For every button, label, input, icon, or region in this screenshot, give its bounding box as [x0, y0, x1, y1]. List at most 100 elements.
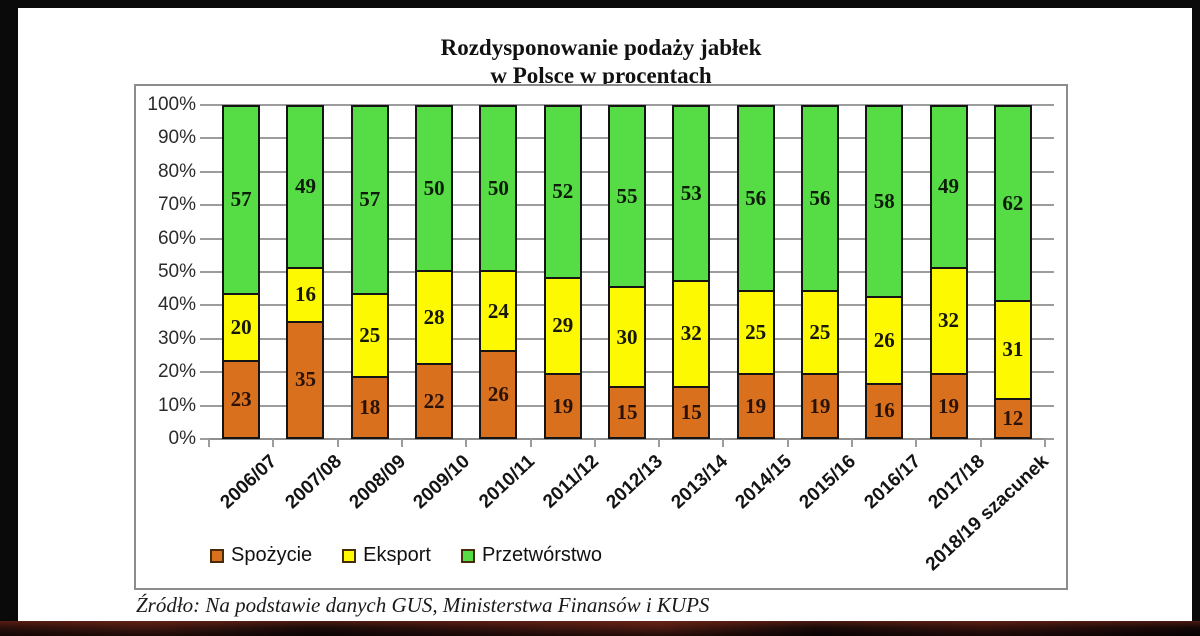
segment-value: 12 [1002, 405, 1024, 430]
segment-value: 32 [680, 321, 702, 346]
segment-Spożycie-2012/13: 15 [610, 386, 644, 437]
x-tick-6 [593, 439, 596, 447]
x-tick-3 [400, 439, 403, 447]
segment-Przetwórstwo-2009/10: 50 [417, 107, 452, 270]
x-tick-1 [272, 439, 275, 447]
y-axis-label-50: 50% [157, 261, 196, 282]
chart-page: Rozdysponowanie podaży jabłek w Polsce w… [18, 8, 1192, 621]
y-tick-left-60 [200, 237, 209, 240]
y-tick-left-0 [200, 438, 209, 440]
segment-value: 29 [552, 313, 574, 338]
segment-value: 16 [294, 282, 316, 307]
segment-Eksport-2012/13: 30 [610, 286, 644, 387]
bar-2018/19 szacunek: 62 31 12 [993, 105, 1032, 439]
segment-value: 35 [294, 367, 316, 392]
x-axis-label-2015/16: 2015/16 [795, 451, 861, 514]
segment-Spożycie-2016/17: 16 [867, 382, 902, 437]
segment-value: 32 [938, 308, 960, 333]
x-axis-label-2014/15: 2014/15 [731, 451, 796, 514]
x-axis-label-2007/08: 2007/08 [281, 451, 346, 514]
segment-Eksport-2008/09: 25 [352, 292, 387, 377]
y-tick-right-20 [1045, 371, 1054, 374]
segment-value: 23 [230, 387, 252, 411]
x-tick-9 [786, 439, 789, 447]
y-axis-label-10: 10% [157, 394, 196, 416]
segment-Przetwórstwo-2012/13: 55 [610, 107, 644, 287]
x-axis-label-2012/13: 2012/13 [602, 451, 668, 514]
y-tick-left-70 [200, 204, 209, 207]
y-tick-left-80 [200, 170, 209, 173]
bar-2007/08: 49 16 35 [286, 105, 325, 439]
segment-value: 25 [359, 323, 381, 348]
y-tick-left-40 [200, 304, 209, 307]
x-tick-2 [336, 439, 339, 447]
segment-Eksport-2010/11: 24 [481, 270, 516, 351]
bar-2008/09: 57 25 18 [350, 105, 389, 439]
y-axis-label-70: 70% [157, 194, 196, 216]
x-axis-label-2011/12: 2011/12 [539, 451, 604, 513]
bar-2014/15: 56 25 19 [736, 105, 775, 439]
segment-Spożycie-2008/09: 18 [352, 376, 387, 437]
x-tick-0 [208, 439, 210, 447]
chart-legend: Spożycie Eksport Przetwórstwo [210, 544, 602, 567]
segment-value: 50 [487, 176, 509, 200]
segment-value: 49 [294, 174, 316, 199]
segment-value: 25 [745, 319, 767, 344]
x-axis-label-2006/07: 2006/07 [216, 451, 282, 514]
x-tick-12 [979, 439, 982, 447]
segment-value: 57 [359, 187, 381, 212]
segment-value: 26 [487, 382, 509, 407]
segment-Spożycie-2014/15: 19 [738, 373, 773, 437]
x-axis-label-2013/14: 2013/14 [667, 451, 732, 514]
source-line: Źródło: Na podstawie danych GUS, Ministe… [136, 593, 710, 617]
y-tick-left-20 [200, 371, 209, 374]
segment-Spożycie-2006/07: 23 [224, 360, 259, 437]
segment-Przetwórstwo-2008/09: 57 [352, 107, 387, 293]
bar-2013/14: 53 32 15 [672, 105, 711, 439]
y-tick-right-0 [1045, 438, 1054, 440]
bar-2017/18: 49 32 19 [929, 105, 968, 439]
y-axis-label-0: 0% [168, 428, 196, 449]
segment-value: 16 [873, 398, 895, 423]
y-tick-right-100 [1045, 104, 1054, 106]
segment-Spożycie-2009/10: 22 [417, 363, 452, 437]
y-axis-label-100: 100% [147, 94, 196, 115]
segment-value: 25 [809, 319, 831, 344]
segment-value: 56 [809, 185, 831, 210]
bar-2010/11: 50 24 26 [479, 105, 518, 439]
x-tick-13 [1044, 439, 1046, 447]
segment-value: 57 [230, 187, 252, 212]
bar-2016/17: 58 26 16 [865, 105, 904, 439]
bar-2015/16: 56 25 19 [800, 105, 839, 439]
x-tick-4 [465, 439, 468, 447]
x-tick-10 [851, 439, 854, 447]
segment-value: 22 [423, 388, 445, 413]
segment-value: 49 [938, 174, 960, 199]
segment-value: 19 [552, 393, 574, 418]
chart-title: Rozdysponowanie podaży jabłek w Polsce w… [134, 34, 1068, 90]
segment-Eksport-2018/19 szacunek: 31 [995, 299, 1030, 398]
segment-Spożycie-2017/18: 19 [931, 373, 966, 437]
segment-value: 26 [873, 327, 895, 352]
legend-item-spozycie: Spożycie [210, 544, 312, 567]
y-axis-label-30: 30% [157, 327, 196, 349]
x-axis-label-2018/19 szacunek: 2018/19 szacunek [922, 451, 1054, 576]
segment-Eksport-2013/14: 32 [674, 279, 709, 387]
segment-Eksport-2007/08: 16 [288, 266, 323, 321]
segment-Przetwórstwo-2015/16: 56 [802, 107, 837, 290]
segment-Eksport-2017/18: 32 [931, 266, 966, 374]
segment-Przetwórstwo-2011/12: 52 [545, 107, 580, 277]
segment-value: 24 [487, 298, 509, 323]
bar-2009/10: 50 28 22 [415, 105, 454, 439]
y-tick-right-80 [1045, 170, 1054, 173]
y-axis-label-20: 20% [157, 361, 196, 383]
x-tick-11 [915, 439, 918, 447]
segment-value: 20 [230, 314, 252, 339]
legend-label-przetworstwo: Przetwórstwo [481, 544, 602, 566]
segment-value: 56 [745, 185, 767, 210]
segment-Eksport-2011/12: 29 [545, 276, 580, 374]
y-axis-label-90: 90% [157, 127, 196, 149]
y-axis-label-80: 80% [157, 160, 196, 182]
x-tick-8 [722, 439, 725, 447]
